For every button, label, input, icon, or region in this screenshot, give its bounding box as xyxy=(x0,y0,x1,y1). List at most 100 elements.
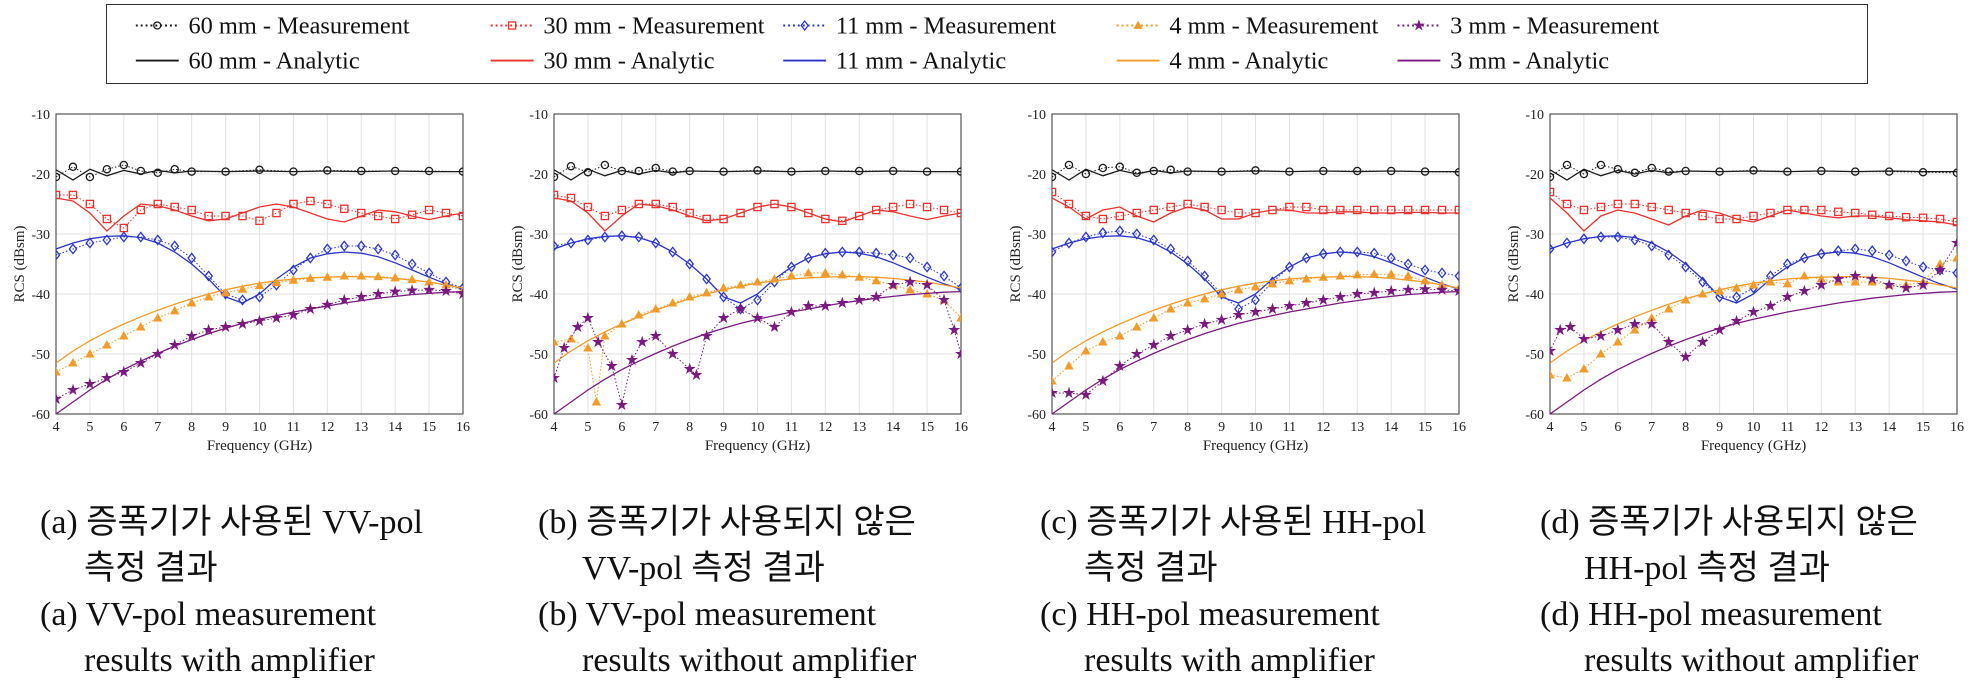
x-tick-label: 6 xyxy=(1116,420,1123,435)
measurement-point-4mm xyxy=(718,283,729,292)
measurement-point-30mm xyxy=(1149,205,1158,215)
x-tick-label: 13 xyxy=(1350,420,1364,435)
measurement-point-11mm xyxy=(1352,246,1362,258)
x-tick-label: 4 xyxy=(551,420,558,435)
plot-panel-c: 4 5 6 7 8 9 10 11 12 13 14 15 16 -10 -20 -30 -40 -50 -60 Fr… xyxy=(1008,108,1466,454)
x-tick-label: 16 xyxy=(954,420,968,435)
measurement-point-3mm xyxy=(683,362,696,375)
measurement-point-30mm xyxy=(1285,202,1294,212)
measurement-point-30mm xyxy=(289,199,298,209)
measurement-point-30mm xyxy=(1234,208,1243,218)
legend-label-ana-3: 3 mm - Analytic xyxy=(1450,47,1609,74)
measurement-point-11mm xyxy=(305,252,315,264)
measurement-point-30mm xyxy=(956,208,961,218)
measurement-point-60mm xyxy=(719,167,728,176)
measurement-point-30mm xyxy=(1336,205,1345,215)
measurement-point-3mm xyxy=(1130,347,1143,360)
x-tick-label: 12 xyxy=(1814,420,1828,435)
measurement-point-4mm xyxy=(1233,284,1244,294)
measurement-point-11mm xyxy=(820,247,830,259)
measurement-point-60mm xyxy=(323,166,332,175)
analytic-line-11mm xyxy=(554,235,961,304)
measurement-point-4mm xyxy=(1782,278,1793,288)
measurement-point-3mm xyxy=(389,285,402,297)
measurement-point-11mm xyxy=(651,237,661,249)
measurement-point-3mm xyxy=(581,311,594,324)
x-tick-label: 4 xyxy=(53,420,60,435)
measurement-point-30mm xyxy=(1817,205,1826,215)
measurement-point-11mm xyxy=(1251,294,1260,306)
measurement-point-11mm xyxy=(905,252,915,264)
x-tick-label: 5 xyxy=(1082,420,1089,435)
x-tick-label: 5 xyxy=(584,420,591,435)
measurement-point-30mm xyxy=(651,199,660,209)
x-tick-label: 13 xyxy=(852,420,866,435)
x-tick-label: 11 xyxy=(287,420,300,435)
measurement-point-11mm xyxy=(939,270,949,282)
legend-label-meas-11: 11 mm - Measurement xyxy=(836,12,1057,39)
measurement-point-60mm xyxy=(1952,168,1957,178)
measurement-point-11mm xyxy=(68,243,78,255)
measurement-point-4mm xyxy=(803,268,814,277)
measurement-point-11mm xyxy=(187,252,197,264)
measurement-point-3mm xyxy=(1554,323,1567,336)
measurement-point-11mm xyxy=(803,252,813,264)
measurement-point-30mm xyxy=(922,202,932,212)
measurement-point-60mm xyxy=(136,166,146,176)
measurement-point-11mm xyxy=(668,246,678,258)
measurement-point-4mm xyxy=(651,304,661,313)
plot-axes-box xyxy=(55,113,464,415)
plot-axes-box xyxy=(553,113,962,415)
x-tick-label: 5 xyxy=(86,420,93,435)
measurement-point-30mm xyxy=(1884,211,1894,221)
x-axis-label: Frequency (GHz) xyxy=(705,438,810,454)
measurement-point-30mm xyxy=(1132,208,1142,218)
y-tick-label: -20 xyxy=(31,168,50,183)
measurement-point-11mm xyxy=(854,246,864,258)
measurement-point-3mm xyxy=(1781,290,1794,303)
measurement-point-60mm xyxy=(1562,160,1572,170)
measurement-point-4mm xyxy=(1697,289,1708,298)
legend-label-meas-3: 3 mm - Measurement xyxy=(1450,12,1659,39)
caption-c: (c) 증폭기가 사용된 HH-pol 측정 결과 (c) HH-pol mea… xyxy=(1040,500,1426,684)
measurement-point-60mm xyxy=(787,167,796,176)
measurement-point-3mm xyxy=(625,353,639,366)
caption-c-korean-line2: 측정 결과 xyxy=(1084,550,1218,587)
y-tick-label: -10 xyxy=(1027,108,1046,123)
measurement-point-4mm xyxy=(1182,298,1193,307)
measurement-point-3mm xyxy=(372,287,385,300)
legend-label-ana-30: 30 mm - Analytic xyxy=(543,47,714,74)
measurement-point-3mm xyxy=(270,311,283,324)
measurement-point-30mm xyxy=(719,214,728,224)
measurement-point-3mm xyxy=(185,329,198,342)
measurement-point-11mm xyxy=(85,237,95,249)
plot-data xyxy=(1052,160,1459,414)
measurement-point-4mm xyxy=(407,274,417,284)
measurement-point-3mm xyxy=(751,311,764,324)
measurement-point-3mm xyxy=(836,296,849,309)
measurement-point-60mm xyxy=(1352,166,1362,176)
measurement-point-30mm xyxy=(634,199,644,209)
measurement-point-60mm xyxy=(1783,167,1792,176)
measurement-point-4mm xyxy=(1680,295,1691,304)
measurement-point-11mm xyxy=(1799,252,1809,264)
measurement-point-60mm xyxy=(956,167,961,176)
measurement-point-11mm xyxy=(1284,261,1294,273)
measurement-point-4mm xyxy=(203,292,214,301)
measurement-line-11mm xyxy=(1052,230,1459,310)
x-tick-label: 10 xyxy=(1249,420,1263,435)
measurement-point-11mm xyxy=(458,282,463,294)
measurement-point-11mm xyxy=(1369,247,1379,259)
measurement-point-11mm xyxy=(1149,234,1159,246)
measurement-point-60mm xyxy=(566,161,576,171)
measurement-point-60mm xyxy=(85,172,95,182)
caption-c-korean-line1: (c) 증폭기가 사용된 HH-pol xyxy=(1040,504,1427,541)
x-tick-label: 13 xyxy=(354,420,368,435)
measurement-point-30mm xyxy=(407,210,417,220)
measurement-point-4mm xyxy=(1731,283,1742,292)
measurement-point-60mm xyxy=(1613,164,1623,174)
y-tick-label: -50 xyxy=(1027,348,1046,363)
measurement-point-30mm xyxy=(939,205,949,215)
measurement-point-60mm xyxy=(1579,169,1589,179)
measurement-point-4mm xyxy=(837,269,847,279)
